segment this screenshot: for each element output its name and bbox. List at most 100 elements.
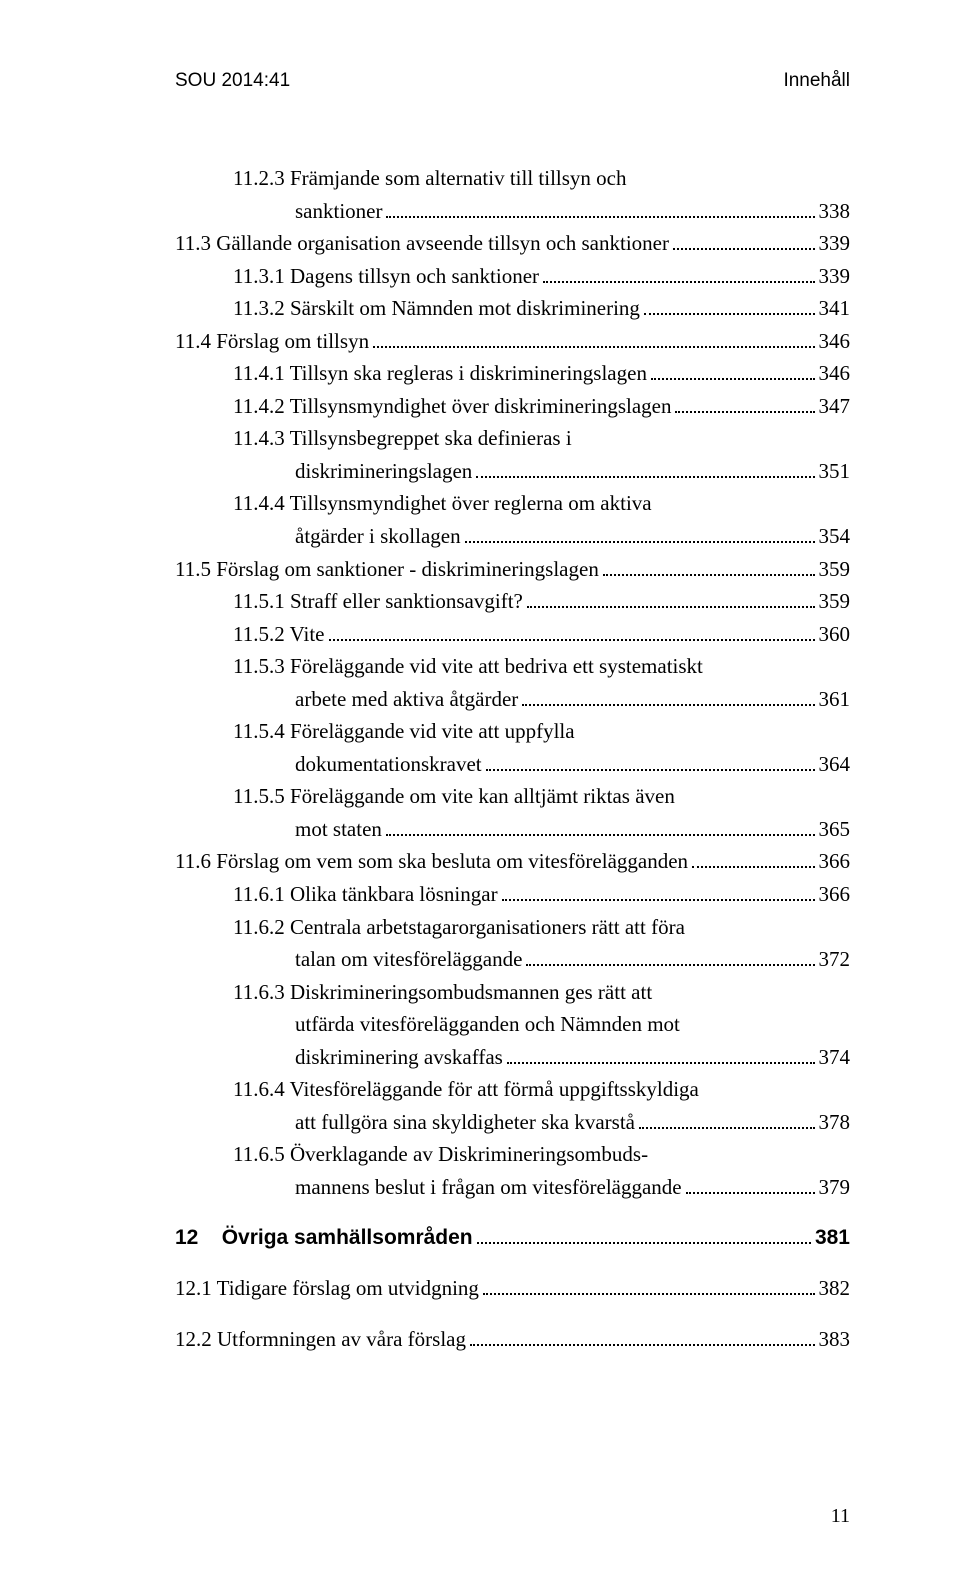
toc-text: 11.5.5 Föreläggande om vite kan alltjämt… — [175, 780, 675, 813]
toc-line: 12.1 Tidigare förslag om utvidgning382 — [175, 1272, 850, 1305]
toc-page: 381 — [815, 1222, 850, 1255]
toc-text: 12.1 Tidigare förslag om utvidgning — [175, 1272, 479, 1305]
toc-line: 11.6.5 Överklagande av Diskrimineringsom… — [175, 1138, 850, 1171]
toc-line: 12.2 Utformningen av våra förslag 383 — [175, 1323, 850, 1356]
toc-page: 339 — [819, 260, 851, 293]
toc-text: 11.3 Gällande organisation avseende till… — [175, 227, 669, 260]
toc-page: 359 — [819, 553, 851, 586]
toc-leader — [470, 1327, 815, 1346]
toc-line: diskriminering avskaffas374 — [175, 1041, 850, 1074]
toc-page: 346 — [819, 357, 851, 390]
toc-line: 11.6 Förslag om vem som ska besluta om v… — [175, 845, 850, 878]
toc-line: att fullgöra sina skyldigheter ska kvars… — [175, 1106, 850, 1139]
toc-line: 11.4.3 Tillsynsbegreppet ska definieras … — [175, 422, 850, 455]
toc-page: 378 — [819, 1106, 851, 1139]
toc-text: 11.4.2 Tillsynsmyndighet över diskrimine… — [175, 390, 671, 423]
toc-text: arbete med aktiva åtgärder — [175, 683, 518, 716]
toc-line: 11.5.3 Föreläggande vid vite att bedriva… — [175, 650, 850, 683]
header-right: Innehåll — [783, 70, 850, 92]
toc-leader — [522, 687, 814, 706]
toc-page: 346 — [819, 325, 851, 358]
toc-line: 11.4.1 Tillsyn ska regleras i diskrimine… — [175, 357, 850, 390]
toc-line: arbete med aktiva åtgärder361 — [175, 683, 850, 716]
toc-page: 339 — [819, 227, 851, 260]
toc-text: 11.3.1 Dagens tillsyn och sanktioner — [175, 260, 539, 293]
toc-line: mannens beslut i frågan om vitesförelägg… — [175, 1171, 850, 1204]
table-of-contents: 11.2.3 Främjande som alternativ till til… — [175, 162, 850, 1355]
header-left: SOU 2014:41 — [175, 70, 290, 92]
toc-text: utfärda vitesförelägganden och Nämnden m… — [175, 1008, 680, 1041]
toc-line: diskrimineringslagen351 — [175, 455, 850, 488]
toc-leader — [465, 524, 815, 543]
toc-leader — [675, 394, 814, 413]
toc-text: diskriminering avskaffas — [175, 1041, 503, 1074]
toc-line: åtgärder i skollagen 354 — [175, 520, 850, 553]
toc-text: åtgärder i skollagen — [175, 520, 461, 553]
toc-leader — [373, 329, 814, 348]
toc-text: 11.2.3 Främjande som alternativ till til… — [175, 162, 627, 195]
toc-text: 11.6.2 Centrala arbetstagarorganisatione… — [175, 911, 685, 944]
toc-text: sanktioner — [175, 195, 382, 228]
toc-text: 11.6 Förslag om vem som ska besluta om v… — [175, 845, 688, 878]
toc-text: 11.6.3 Diskrimineringsombudsmannen ges r… — [175, 976, 652, 1009]
toc-text: 11.5.3 Föreläggande vid vite att bedriva… — [175, 650, 703, 683]
toc-page: 379 — [819, 1171, 851, 1204]
toc-leader — [543, 264, 814, 283]
toc-line: 11.3.1 Dagens tillsyn och sanktioner 339 — [175, 260, 850, 293]
toc-text: att fullgöra sina skyldigheter ska kvars… — [175, 1106, 635, 1139]
toc-page: 338 — [819, 195, 851, 228]
toc-text: diskrimineringslagen — [175, 455, 472, 488]
toc-line: sanktioner 338 — [175, 195, 850, 228]
toc-group-gap — [175, 1204, 850, 1222]
toc-leader — [692, 850, 814, 869]
toc-line: 11.4.4 Tillsynsmyndighet över reglerna o… — [175, 487, 850, 520]
toc-page: 341 — [819, 292, 851, 325]
toc-text: 11.5.4 Föreläggande vid vite att uppfyll… — [175, 715, 575, 748]
toc-leader — [502, 882, 815, 901]
toc-line: 11.4 Förslag om tillsyn346 — [175, 325, 850, 358]
toc-group-gap — [175, 1305, 850, 1323]
toc-page: 372 — [819, 943, 851, 976]
toc-leader — [486, 752, 815, 771]
toc-leader — [386, 199, 814, 218]
toc-leader — [651, 361, 815, 380]
toc-text: 11.6.1 Olika tänkbara lösningar — [175, 878, 498, 911]
toc-text: mannens beslut i frågan om vitesförelägg… — [175, 1171, 682, 1204]
toc-text: 11.6.5 Överklagande av Diskrimineringsom… — [175, 1138, 648, 1171]
toc-leader — [483, 1276, 815, 1295]
toc-line: 11.5.1 Straff eller sanktionsavgift?359 — [175, 585, 850, 618]
toc-text: dokumentationskravet — [175, 748, 482, 781]
toc-page: 366 — [819, 878, 851, 911]
toc-leader — [644, 296, 815, 315]
toc-line: 11.5.4 Föreläggande vid vite att uppfyll… — [175, 715, 850, 748]
toc-line: 11.5 Förslag om sanktioner - diskriminer… — [175, 553, 850, 586]
toc-leader — [526, 947, 814, 966]
toc-leader — [673, 231, 815, 250]
toc-page: 383 — [819, 1323, 851, 1356]
toc-line: 11.4.2 Tillsynsmyndighet över diskrimine… — [175, 390, 850, 423]
toc-line: 11.3 Gällande organisation avseende till… — [175, 227, 850, 260]
toc-page: 354 — [819, 520, 851, 553]
toc-page: 359 — [819, 585, 851, 618]
toc-line: 11.5.2 Vite 360 — [175, 618, 850, 651]
toc-text: 11.5.2 Vite — [175, 618, 325, 651]
toc-text: 11.4.1 Tillsyn ska regleras i diskrimine… — [175, 357, 647, 390]
toc-page: 360 — [819, 618, 851, 651]
toc-text: 11.3.2 Särskilt om Nämnden mot diskrimin… — [175, 292, 640, 325]
toc-line: 12 Övriga samhällsområden 381 — [175, 1222, 850, 1255]
toc-line: 11.6.2 Centrala arbetstagarorganisatione… — [175, 911, 850, 944]
toc-text: 11.4.4 Tillsynsmyndighet över reglerna o… — [175, 487, 652, 520]
page-header: SOU 2014:41 Innehåll — [175, 70, 850, 92]
toc-leader — [527, 589, 815, 608]
document-page: SOU 2014:41 Innehåll 11.2.3 Främjande so… — [0, 0, 960, 1578]
toc-leader — [686, 1175, 815, 1194]
toc-line: mot staten365 — [175, 813, 850, 846]
toc-leader — [476, 459, 814, 478]
toc-text: talan om vitesföreläggande — [175, 943, 522, 976]
toc-text: 11.5 Förslag om sanktioner - diskriminer… — [175, 553, 599, 586]
toc-line: utfärda vitesförelägganden och Nämnden m… — [175, 1008, 850, 1041]
toc-text: 12.2 Utformningen av våra förslag — [175, 1323, 466, 1356]
toc-line: 11.6.3 Diskrimineringsombudsmannen ges r… — [175, 976, 850, 1009]
toc-line: 11.6.4 Vitesföreläggande för att förmå u… — [175, 1073, 850, 1106]
toc-leader — [507, 1045, 815, 1064]
